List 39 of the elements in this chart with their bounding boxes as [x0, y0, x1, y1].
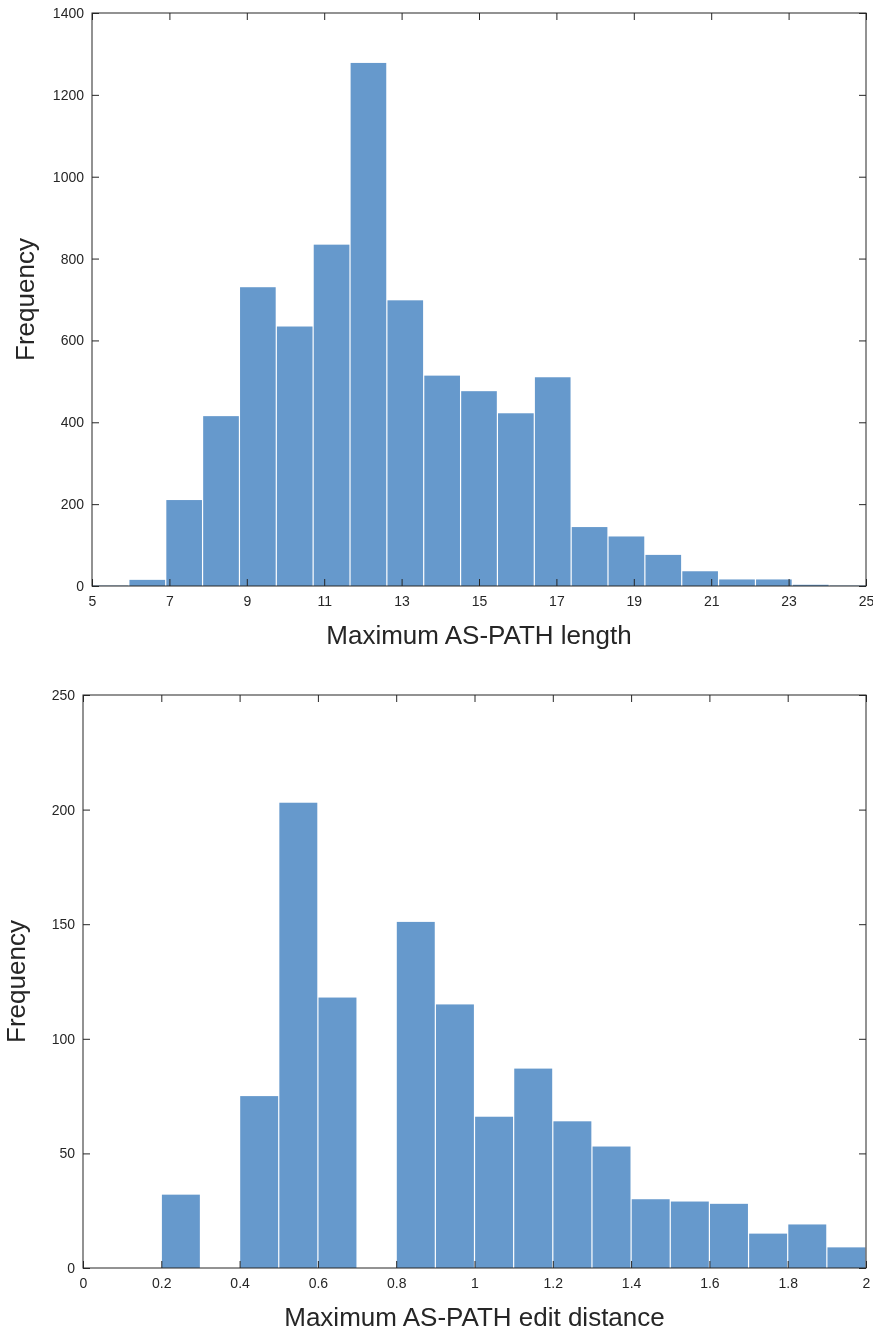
- x-tick-label: 1.6: [700, 1274, 720, 1291]
- x-tick-label: 0.4: [230, 1274, 251, 1291]
- x-tick-label: 21: [703, 592, 720, 609]
- x-tick-label: 1.4: [621, 1274, 642, 1291]
- y-tick-label: 250: [51, 686, 76, 703]
- y-tick-label: 1000: [52, 168, 85, 185]
- x-tick-label: 13: [394, 592, 411, 609]
- y-tick-label: 50: [59, 1145, 76, 1162]
- x-tick-label: 0.2: [152, 1274, 172, 1291]
- x-tick-label: 15: [471, 592, 488, 609]
- x-tick-label: 17: [549, 592, 565, 609]
- x-axis-title: Maximum AS-PATH length: [326, 620, 632, 650]
- y-tick-label: 600: [60, 332, 85, 349]
- x-tick-label: 19: [626, 592, 643, 609]
- x-tick-label: 0.8: [386, 1274, 407, 1291]
- y-tick-label: 800: [60, 250, 85, 267]
- x-tick-label: 7: [166, 592, 174, 609]
- y-tick-label: 1200: [52, 86, 85, 103]
- x-tick-label: 5: [88, 592, 97, 609]
- y-tick-label: 400: [60, 414, 85, 431]
- x-tick-label: 9: [243, 592, 252, 609]
- x-tick-label: 0.6: [308, 1274, 329, 1291]
- y-tick-label: 200: [51, 801, 76, 818]
- x-tick-label: 11: [317, 592, 333, 609]
- y-tick-label: 200: [60, 496, 85, 513]
- y-tick-label: 0: [76, 577, 85, 594]
- x-tick-label: 23: [781, 592, 798, 609]
- y-tick-label: 1400: [52, 4, 85, 21]
- x-tick-label: 25: [858, 592, 873, 609]
- y-axis-title: Frequency: [10, 238, 40, 361]
- x-tick-label: 1.8: [778, 1274, 799, 1291]
- x-tick-label: 1.2: [543, 1274, 564, 1291]
- y-tick-label: 150: [51, 916, 76, 933]
- x-tick-label: 2: [862, 1274, 871, 1291]
- x-tick-label: 1: [471, 1274, 480, 1291]
- y-tick-label: 100: [51, 1030, 76, 1047]
- y-axis-title: Frequency: [1, 920, 31, 1043]
- x-axis-title: Maximum AS-PATH edit distance: [284, 1302, 665, 1332]
- y-tick-label: 0: [67, 1259, 76, 1276]
